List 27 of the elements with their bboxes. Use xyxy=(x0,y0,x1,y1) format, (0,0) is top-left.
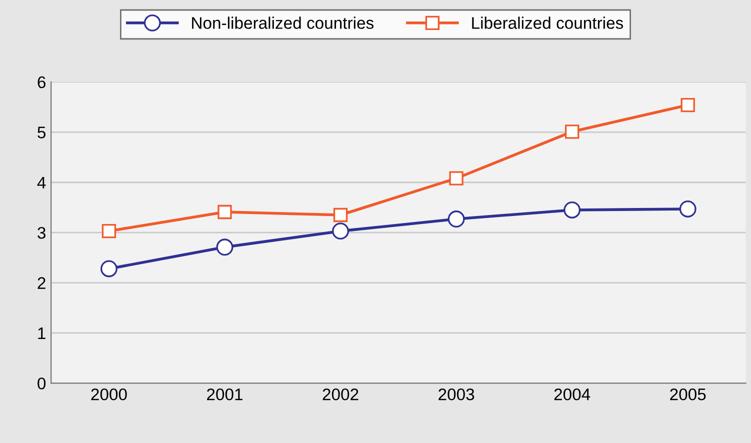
legend-label: Non-liberalized countries xyxy=(192,16,374,29)
point xyxy=(448,210,465,228)
point xyxy=(679,200,696,218)
point xyxy=(333,208,348,222)
point xyxy=(564,202,581,218)
point xyxy=(680,98,695,112)
x-tick-label: 2000 xyxy=(91,388,127,400)
x-tick-label: 2003 xyxy=(438,388,474,400)
y-tick-label: 2 xyxy=(38,277,46,289)
point xyxy=(100,260,118,278)
point xyxy=(449,171,464,186)
x-tick-label: 2005 xyxy=(670,388,706,400)
x-tick-label: 2004 xyxy=(554,388,590,400)
x-tick-label: 2001 xyxy=(207,388,242,400)
point xyxy=(332,222,349,240)
y-tick-label: 0 xyxy=(38,378,46,390)
y-tick-label: 4 xyxy=(37,176,46,188)
point xyxy=(564,124,580,139)
y-tick-label: 1 xyxy=(38,328,46,340)
y-tick-label: 3 xyxy=(38,226,46,239)
point xyxy=(216,238,234,256)
point xyxy=(102,224,116,238)
y-tick-label: 5 xyxy=(38,126,46,138)
legend-label: Liberalized countries xyxy=(472,16,624,29)
x-tick-label: 2002 xyxy=(322,388,358,400)
y-tick-label: 6 xyxy=(38,76,46,88)
point xyxy=(218,204,232,220)
